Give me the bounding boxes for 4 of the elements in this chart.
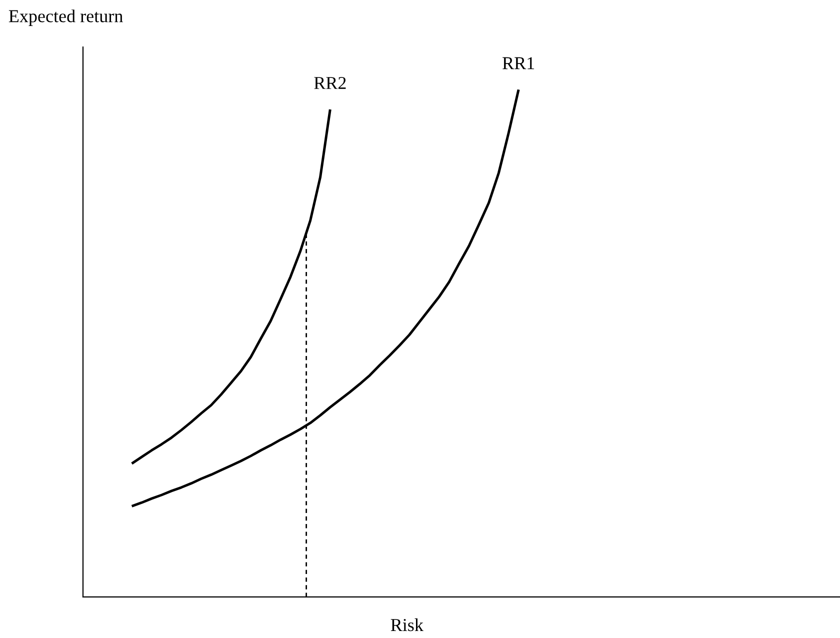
series-label: RR2 [314,76,346,89]
series-label: RR1 [502,57,534,70]
y-axis-title: Expected return [8,10,123,26]
x-axis-title: Risk [390,618,424,632]
